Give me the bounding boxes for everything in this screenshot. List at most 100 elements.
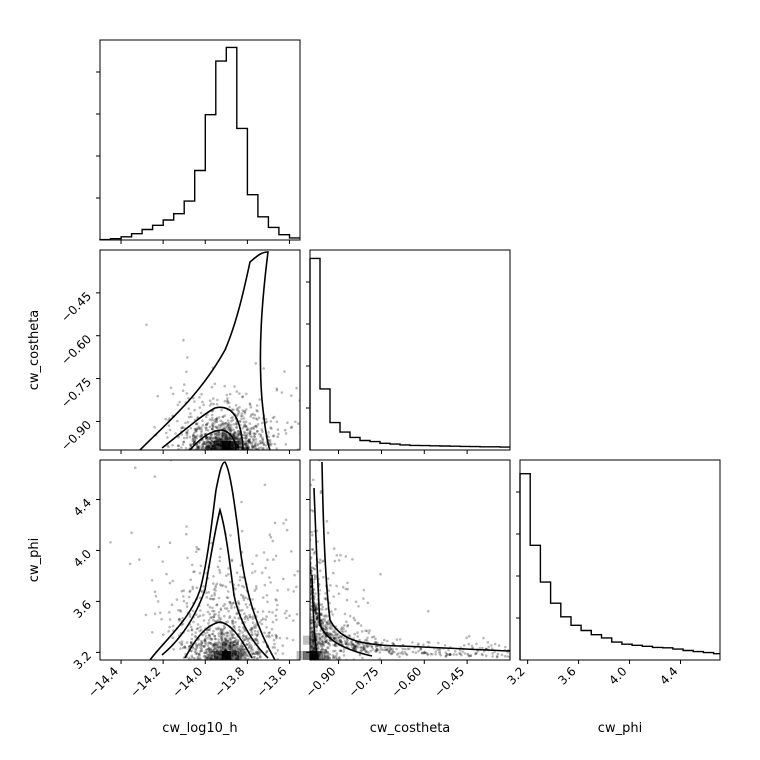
x-tick-label-cw-costheta: −0.90 bbox=[303, 664, 339, 700]
sample-point bbox=[311, 656, 314, 659]
sample-point bbox=[391, 651, 394, 654]
sample-point bbox=[315, 617, 319, 620]
sample-point bbox=[256, 430, 259, 433]
sample-point bbox=[258, 653, 262, 657]
sample-point bbox=[326, 531, 330, 535]
sample-point bbox=[230, 440, 233, 444]
sample-point bbox=[188, 613, 192, 616]
sample-point bbox=[212, 650, 216, 654]
sample-point bbox=[156, 394, 159, 398]
sample-point bbox=[204, 643, 207, 646]
sample-point bbox=[213, 642, 216, 646]
sample-point bbox=[252, 656, 256, 659]
density-cell bbox=[322, 651, 330, 660]
sample-point bbox=[216, 437, 220, 440]
sample-point bbox=[321, 622, 325, 626]
sample-point bbox=[238, 648, 241, 652]
sample-point bbox=[310, 615, 314, 619]
sample-point bbox=[246, 605, 249, 609]
sample-point bbox=[366, 601, 370, 605]
sample-point bbox=[419, 647, 423, 651]
sample-point bbox=[205, 441, 209, 445]
sample-point bbox=[260, 622, 264, 626]
contour-core bbox=[184, 621, 253, 659]
sample-point bbox=[235, 645, 239, 649]
sample-point bbox=[252, 626, 256, 629]
sample-point bbox=[325, 621, 329, 624]
sample-point bbox=[212, 575, 215, 578]
sample-point bbox=[177, 447, 180, 450]
sample-point bbox=[232, 640, 236, 643]
sample-point bbox=[202, 613, 205, 617]
sample-point bbox=[245, 392, 248, 396]
sample-point bbox=[364, 629, 367, 632]
sample-point bbox=[321, 647, 325, 651]
sample-point bbox=[319, 643, 323, 646]
sample-point bbox=[328, 644, 332, 647]
sample-point bbox=[266, 558, 269, 562]
sample-point bbox=[208, 441, 211, 445]
sample-point bbox=[318, 402, 321, 405]
sample-point bbox=[230, 442, 233, 446]
sample-point bbox=[327, 642, 330, 645]
sample-point bbox=[238, 655, 241, 658]
sample-point bbox=[187, 397, 190, 400]
sample-point bbox=[315, 615, 319, 619]
sample-point bbox=[207, 443, 210, 447]
sample-point bbox=[223, 640, 226, 644]
sample-point bbox=[245, 447, 249, 450]
sample-point bbox=[231, 442, 234, 445]
sample-point bbox=[255, 633, 259, 637]
sample-point bbox=[311, 640, 315, 644]
sample-point bbox=[153, 612, 157, 616]
sample-point bbox=[227, 653, 231, 656]
sample-point bbox=[326, 631, 330, 635]
sample-point bbox=[235, 408, 239, 412]
sample-point bbox=[378, 651, 382, 654]
sample-point bbox=[217, 614, 220, 617]
sample-point bbox=[240, 500, 243, 504]
sample-point bbox=[340, 641, 343, 644]
sample-point bbox=[295, 386, 298, 390]
sample-point bbox=[251, 615, 255, 618]
sample-point bbox=[310, 650, 314, 654]
sample-point bbox=[188, 656, 191, 660]
sample-point bbox=[251, 617, 255, 621]
sample-point bbox=[243, 653, 246, 656]
sample-point bbox=[219, 645, 222, 649]
sample-point bbox=[268, 631, 272, 634]
sample-point bbox=[247, 445, 251, 449]
sample-point bbox=[395, 647, 398, 651]
sample-point bbox=[253, 607, 256, 611]
sample-point bbox=[421, 651, 424, 655]
sample-point bbox=[217, 423, 221, 427]
sample-point bbox=[261, 430, 264, 433]
sample-point bbox=[310, 593, 313, 596]
sample-point bbox=[231, 651, 234, 655]
sample-point bbox=[234, 422, 238, 426]
sample-point bbox=[259, 435, 263, 438]
sample-point bbox=[285, 609, 288, 613]
sample-point bbox=[215, 437, 218, 440]
sample-point bbox=[215, 651, 219, 654]
sample-point bbox=[312, 657, 316, 660]
sample-point bbox=[220, 584, 223, 587]
sample-point bbox=[218, 571, 222, 574]
sample-point bbox=[286, 588, 290, 591]
sample-point bbox=[145, 323, 148, 327]
x-tick-label-cw-phi: 4.0 bbox=[606, 664, 629, 687]
sample-point bbox=[238, 657, 241, 660]
sample-point bbox=[414, 651, 418, 654]
sample-point bbox=[215, 643, 218, 647]
sample-point bbox=[271, 416, 275, 420]
sample-point bbox=[182, 599, 186, 603]
sample-point bbox=[346, 587, 350, 591]
density-cell bbox=[221, 631, 231, 641]
sample-point bbox=[240, 446, 243, 449]
sample-point bbox=[224, 643, 228, 647]
sample-point bbox=[347, 634, 351, 637]
sample-point bbox=[186, 429, 190, 432]
sample-point bbox=[329, 639, 332, 643]
sample-point bbox=[192, 440, 196, 443]
sample-point bbox=[209, 616, 212, 619]
